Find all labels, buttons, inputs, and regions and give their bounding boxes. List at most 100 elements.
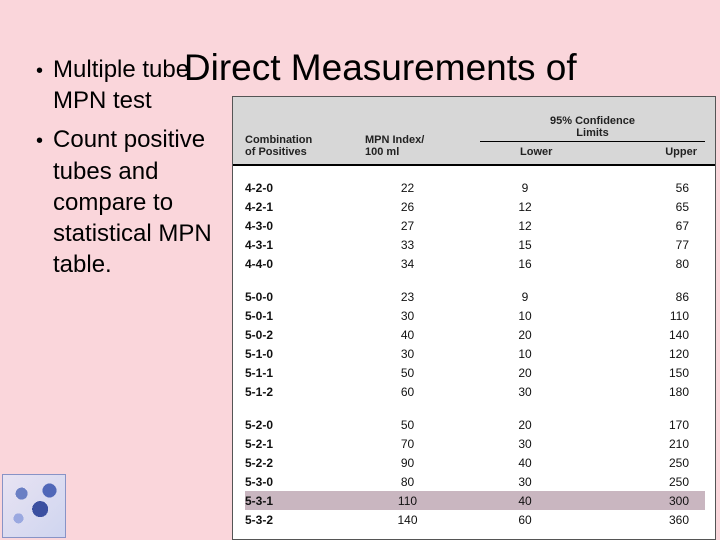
cell-mpn-index: 50 — [365, 418, 480, 432]
cell-mpn-index: 27 — [365, 219, 480, 233]
cell-upper: 67 — [580, 219, 705, 233]
header-lower: Lower — [480, 146, 593, 158]
table-row: 5-2-05020170 — [245, 415, 705, 434]
cell-upper: 360 — [580, 513, 705, 527]
cell-upper: 65 — [580, 200, 705, 214]
cell-lower: 12 — [480, 200, 580, 214]
cell-mpn-index: 140 — [365, 513, 480, 527]
cell-lower: 20 — [480, 328, 580, 342]
table-row: 5-2-29040250 — [245, 453, 705, 472]
cell-combination: 5-1-2 — [245, 385, 365, 399]
cell-upper: 250 — [580, 456, 705, 470]
table-row: 4-4-0341680 — [245, 254, 705, 273]
cell-combination: 4-4-0 — [245, 257, 365, 271]
table-row: 4-2-1261265 — [245, 197, 705, 216]
bullet-item: • Multiple tube MPN test — [36, 54, 226, 116]
cell-mpn-index: 50 — [365, 366, 480, 380]
cell-combination: 5-3-0 — [245, 475, 365, 489]
cell-upper: 56 — [580, 181, 705, 195]
cell-upper: 86 — [580, 290, 705, 304]
cell-upper: 150 — [580, 366, 705, 380]
cell-combination: 5-2-2 — [245, 456, 365, 470]
cell-combination: 5-0-1 — [245, 309, 365, 323]
title-line-1: Direct Measurements of — [184, 47, 577, 88]
cell-mpn-index: 70 — [365, 437, 480, 451]
cell-mpn-index: 90 — [365, 456, 480, 470]
cell-combination: 5-3-1 — [245, 494, 365, 508]
cell-upper: 170 — [580, 418, 705, 432]
cell-lower: 40 — [480, 494, 580, 508]
cell-combination: 5-2-0 — [245, 418, 365, 432]
cell-combination: 4-3-1 — [245, 238, 365, 252]
table-row: 5-2-17030210 — [245, 434, 705, 453]
cell-lower: 20 — [480, 418, 580, 432]
cell-mpn-index: 26 — [365, 200, 480, 214]
table-row: 5-0-13010110 — [245, 306, 705, 325]
header-combination: Combination of Positives — [245, 134, 365, 158]
table-row: 5-0-023986 — [245, 287, 705, 306]
bullet-item: • Count positive tubes and compare to st… — [36, 124, 226, 280]
table-group-gap — [245, 401, 705, 415]
cell-lower: 60 — [480, 513, 580, 527]
cell-mpn-index: 34 — [365, 257, 480, 271]
cell-upper: 110 — [580, 309, 705, 323]
cell-lower: 16 — [480, 257, 580, 271]
table-row: 5-0-24020140 — [245, 325, 705, 344]
cell-mpn-index: 60 — [365, 385, 480, 399]
cell-lower: 20 — [480, 366, 580, 380]
cell-upper: 140 — [580, 328, 705, 342]
cell-lower: 40 — [480, 456, 580, 470]
table-row: 5-3-111040300 — [245, 491, 705, 510]
table-body: 4-2-0229564-2-12612654-3-02712674-3-1331… — [233, 166, 715, 529]
cell-upper: 180 — [580, 385, 705, 399]
cell-mpn-index: 30 — [365, 309, 480, 323]
cell-upper: 210 — [580, 437, 705, 451]
cell-combination: 4-3-0 — [245, 219, 365, 233]
cell-combination: 5-3-2 — [245, 513, 365, 527]
cell-upper: 120 — [580, 347, 705, 361]
cell-mpn-index: 23 — [365, 290, 480, 304]
bullet-dot-icon: • — [36, 58, 43, 84]
header-confidence-title: 95% Confidence Limits — [480, 115, 705, 142]
cell-upper: 250 — [580, 475, 705, 489]
cell-combination: 5-0-2 — [245, 328, 365, 342]
bullet-list: • Multiple tube MPN test • Count positiv… — [36, 54, 226, 288]
cell-lower: 30 — [480, 437, 580, 451]
cell-lower: 9 — [480, 181, 580, 195]
cell-mpn-index: 110 — [365, 494, 480, 508]
header-mpn-index: MPN Index/ 100 ml — [365, 134, 480, 158]
cell-mpn-index: 22 — [365, 181, 480, 195]
cell-lower: 30 — [480, 475, 580, 489]
cell-lower: 10 — [480, 347, 580, 361]
cell-combination: 5-2-1 — [245, 437, 365, 451]
table-row: 4-3-0271267 — [245, 216, 705, 235]
cell-mpn-index: 80 — [365, 475, 480, 489]
header-upper: Upper — [593, 146, 706, 158]
decorative-image — [2, 474, 66, 538]
cell-combination: 4-2-1 — [245, 200, 365, 214]
cell-combination: 4-2-0 — [245, 181, 365, 195]
cell-mpn-index: 33 — [365, 238, 480, 252]
cell-mpn-index: 40 — [365, 328, 480, 342]
cell-upper: 77 — [580, 238, 705, 252]
cell-combination: 5-1-1 — [245, 366, 365, 380]
cell-upper: 300 — [580, 494, 705, 508]
cell-lower: 9 — [480, 290, 580, 304]
cell-lower: 10 — [480, 309, 580, 323]
mpn-table: Combination of Positives MPN Index/ 100 … — [232, 96, 716, 540]
table-row: 5-3-214060360 — [245, 510, 705, 529]
table-row: 5-1-15020150 — [245, 363, 705, 382]
table-group-gap — [245, 273, 705, 287]
table-row: 5-3-08030250 — [245, 472, 705, 491]
cell-upper: 80 — [580, 257, 705, 271]
cell-combination: 5-1-0 — [245, 347, 365, 361]
cell-combination: 5-0-0 — [245, 290, 365, 304]
table-row: 5-1-03010120 — [245, 344, 705, 363]
cell-mpn-index: 30 — [365, 347, 480, 361]
bullet-text: Count positive tubes and compare to stat… — [53, 124, 226, 280]
table-row: 4-2-022956 — [245, 178, 705, 197]
bullet-dot-icon: • — [36, 128, 43, 154]
table-row: 4-3-1331577 — [245, 235, 705, 254]
cell-lower: 30 — [480, 385, 580, 399]
header-confidence: 95% Confidence Limits Lower Upper — [480, 115, 705, 158]
